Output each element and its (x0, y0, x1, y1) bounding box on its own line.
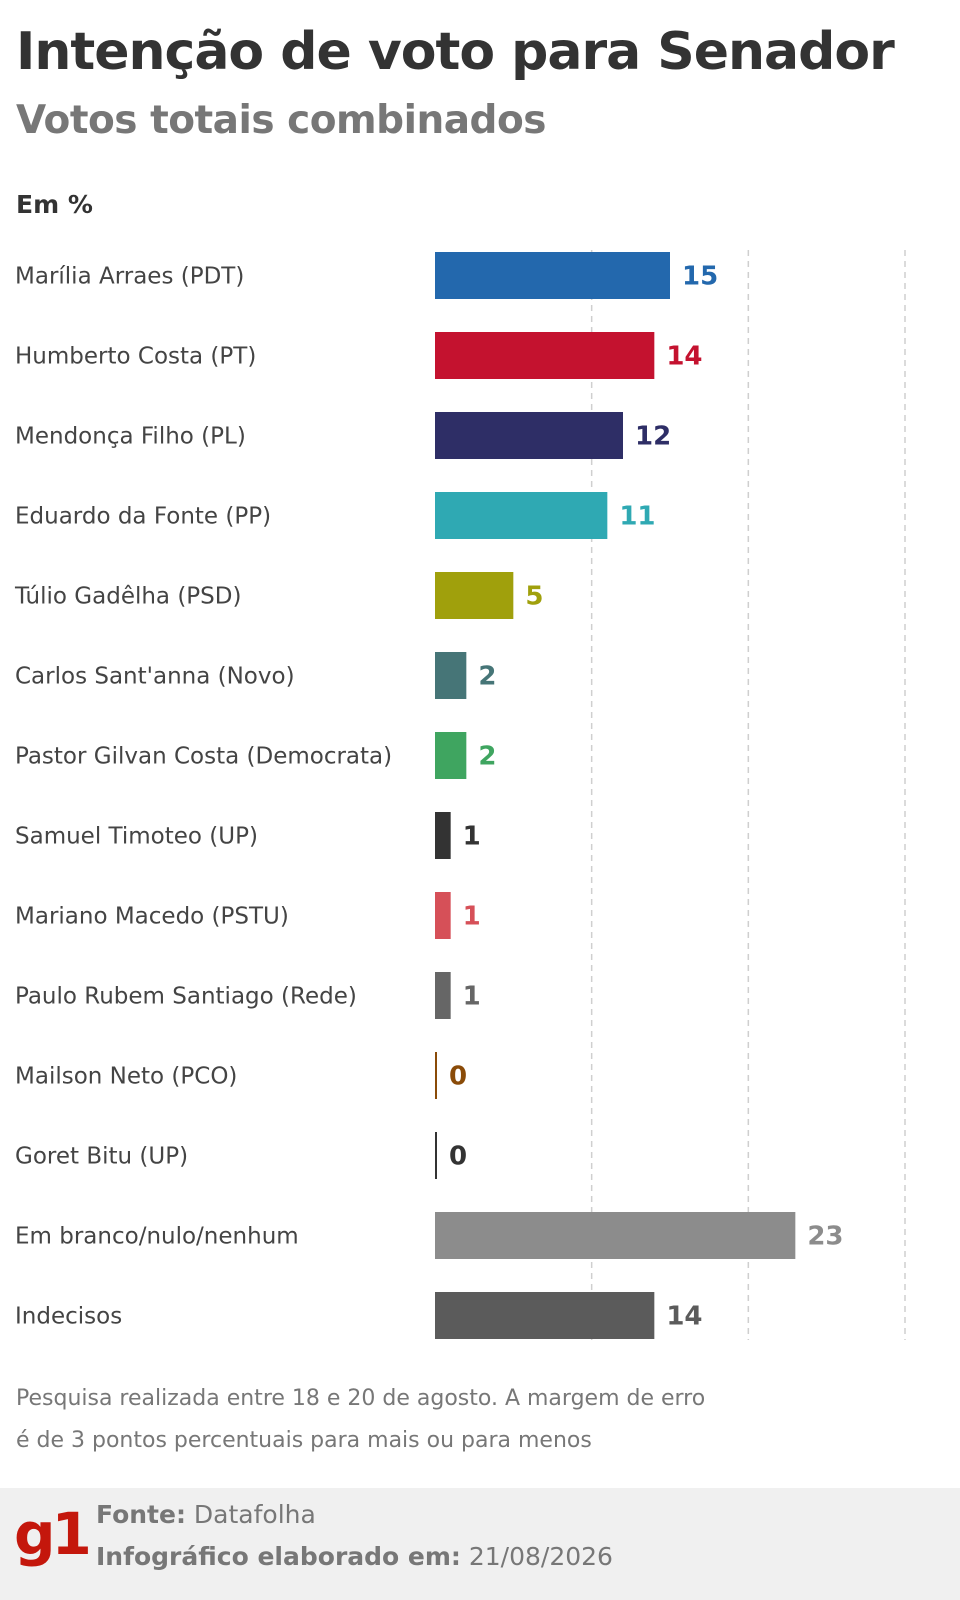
bar (435, 332, 655, 379)
category-label: Mailson Neto (PCO) (15, 1064, 237, 1090)
category-label: Marília Arraes (PDT) (15, 264, 244, 290)
category-label: Carlos Sant'anna (Novo) (15, 664, 295, 690)
bar (435, 972, 451, 1019)
category-label: Goret Bitu (UP) (15, 1144, 188, 1170)
bar (435, 732, 467, 779)
category-label: Paulo Rubem Santiago (Rede) (15, 984, 357, 1010)
bar (435, 652, 467, 699)
category-label: Mariano Macedo (PSTU) (15, 904, 289, 930)
date-label: Infográfico elaborado em: (96, 1542, 461, 1571)
category-label: Pastor Gilvan Costa (Democrata) (15, 744, 392, 770)
bar (435, 412, 623, 459)
bar (435, 492, 608, 539)
value-label: 1 (463, 902, 481, 932)
value-label: 15 (682, 262, 718, 292)
date-line: Infográfico elaborado em: 21/08/2026 (96, 1542, 613, 1571)
value-label: 5 (525, 582, 543, 612)
bar (435, 252, 670, 299)
bar (435, 812, 451, 859)
category-label: Humberto Costa (PT) (15, 344, 256, 370)
footer: g1 Fonte: Datafolha Infográfico elaborad… (0, 1488, 960, 1600)
bar (435, 1292, 655, 1339)
bar (435, 572, 514, 619)
value-label: 2 (478, 662, 496, 692)
value-label: 1 (463, 982, 481, 1012)
category-label: Em branco/nulo/nenhum (15, 1224, 299, 1250)
value-label: 23 (807, 1222, 843, 1252)
chart-subtitle: Votos totais combinados (16, 98, 546, 143)
bar (435, 1052, 437, 1099)
source-line: Fonte: Datafolha (96, 1500, 316, 1529)
category-label: Eduardo da Fonte (PP) (15, 504, 271, 530)
g1-logo: g1 (14, 1500, 92, 1568)
category-label: Samuel Timoteo (UP) (15, 824, 258, 850)
category-label: Mendonça Filho (PL) (15, 424, 246, 450)
value-label: 2 (478, 742, 496, 772)
category-label: Indecisos (15, 1304, 122, 1330)
source-label: Fonte: (96, 1500, 186, 1529)
value-label: 1 (463, 822, 481, 852)
chart-title: Intenção de voto para Senador (16, 22, 895, 82)
unit-label: Em % (16, 190, 93, 219)
bar (435, 892, 451, 939)
date-value: 21/08/2026 (468, 1542, 613, 1571)
value-label: 14 (666, 1302, 702, 1332)
value-label: 12 (635, 422, 671, 452)
survey-note: Pesquisa realizada entre 18 e 20 de agos… (16, 1386, 706, 1453)
value-label: 0 (449, 1142, 467, 1172)
category-label: Túlio Gadêlha (PSD) (14, 584, 241, 610)
bar (435, 1132, 437, 1179)
source-value: Datafolha (193, 1500, 316, 1529)
bar (435, 1212, 796, 1259)
value-label: 0 (449, 1062, 467, 1092)
value-label: 11 (619, 502, 655, 532)
value-label: 14 (666, 342, 702, 372)
